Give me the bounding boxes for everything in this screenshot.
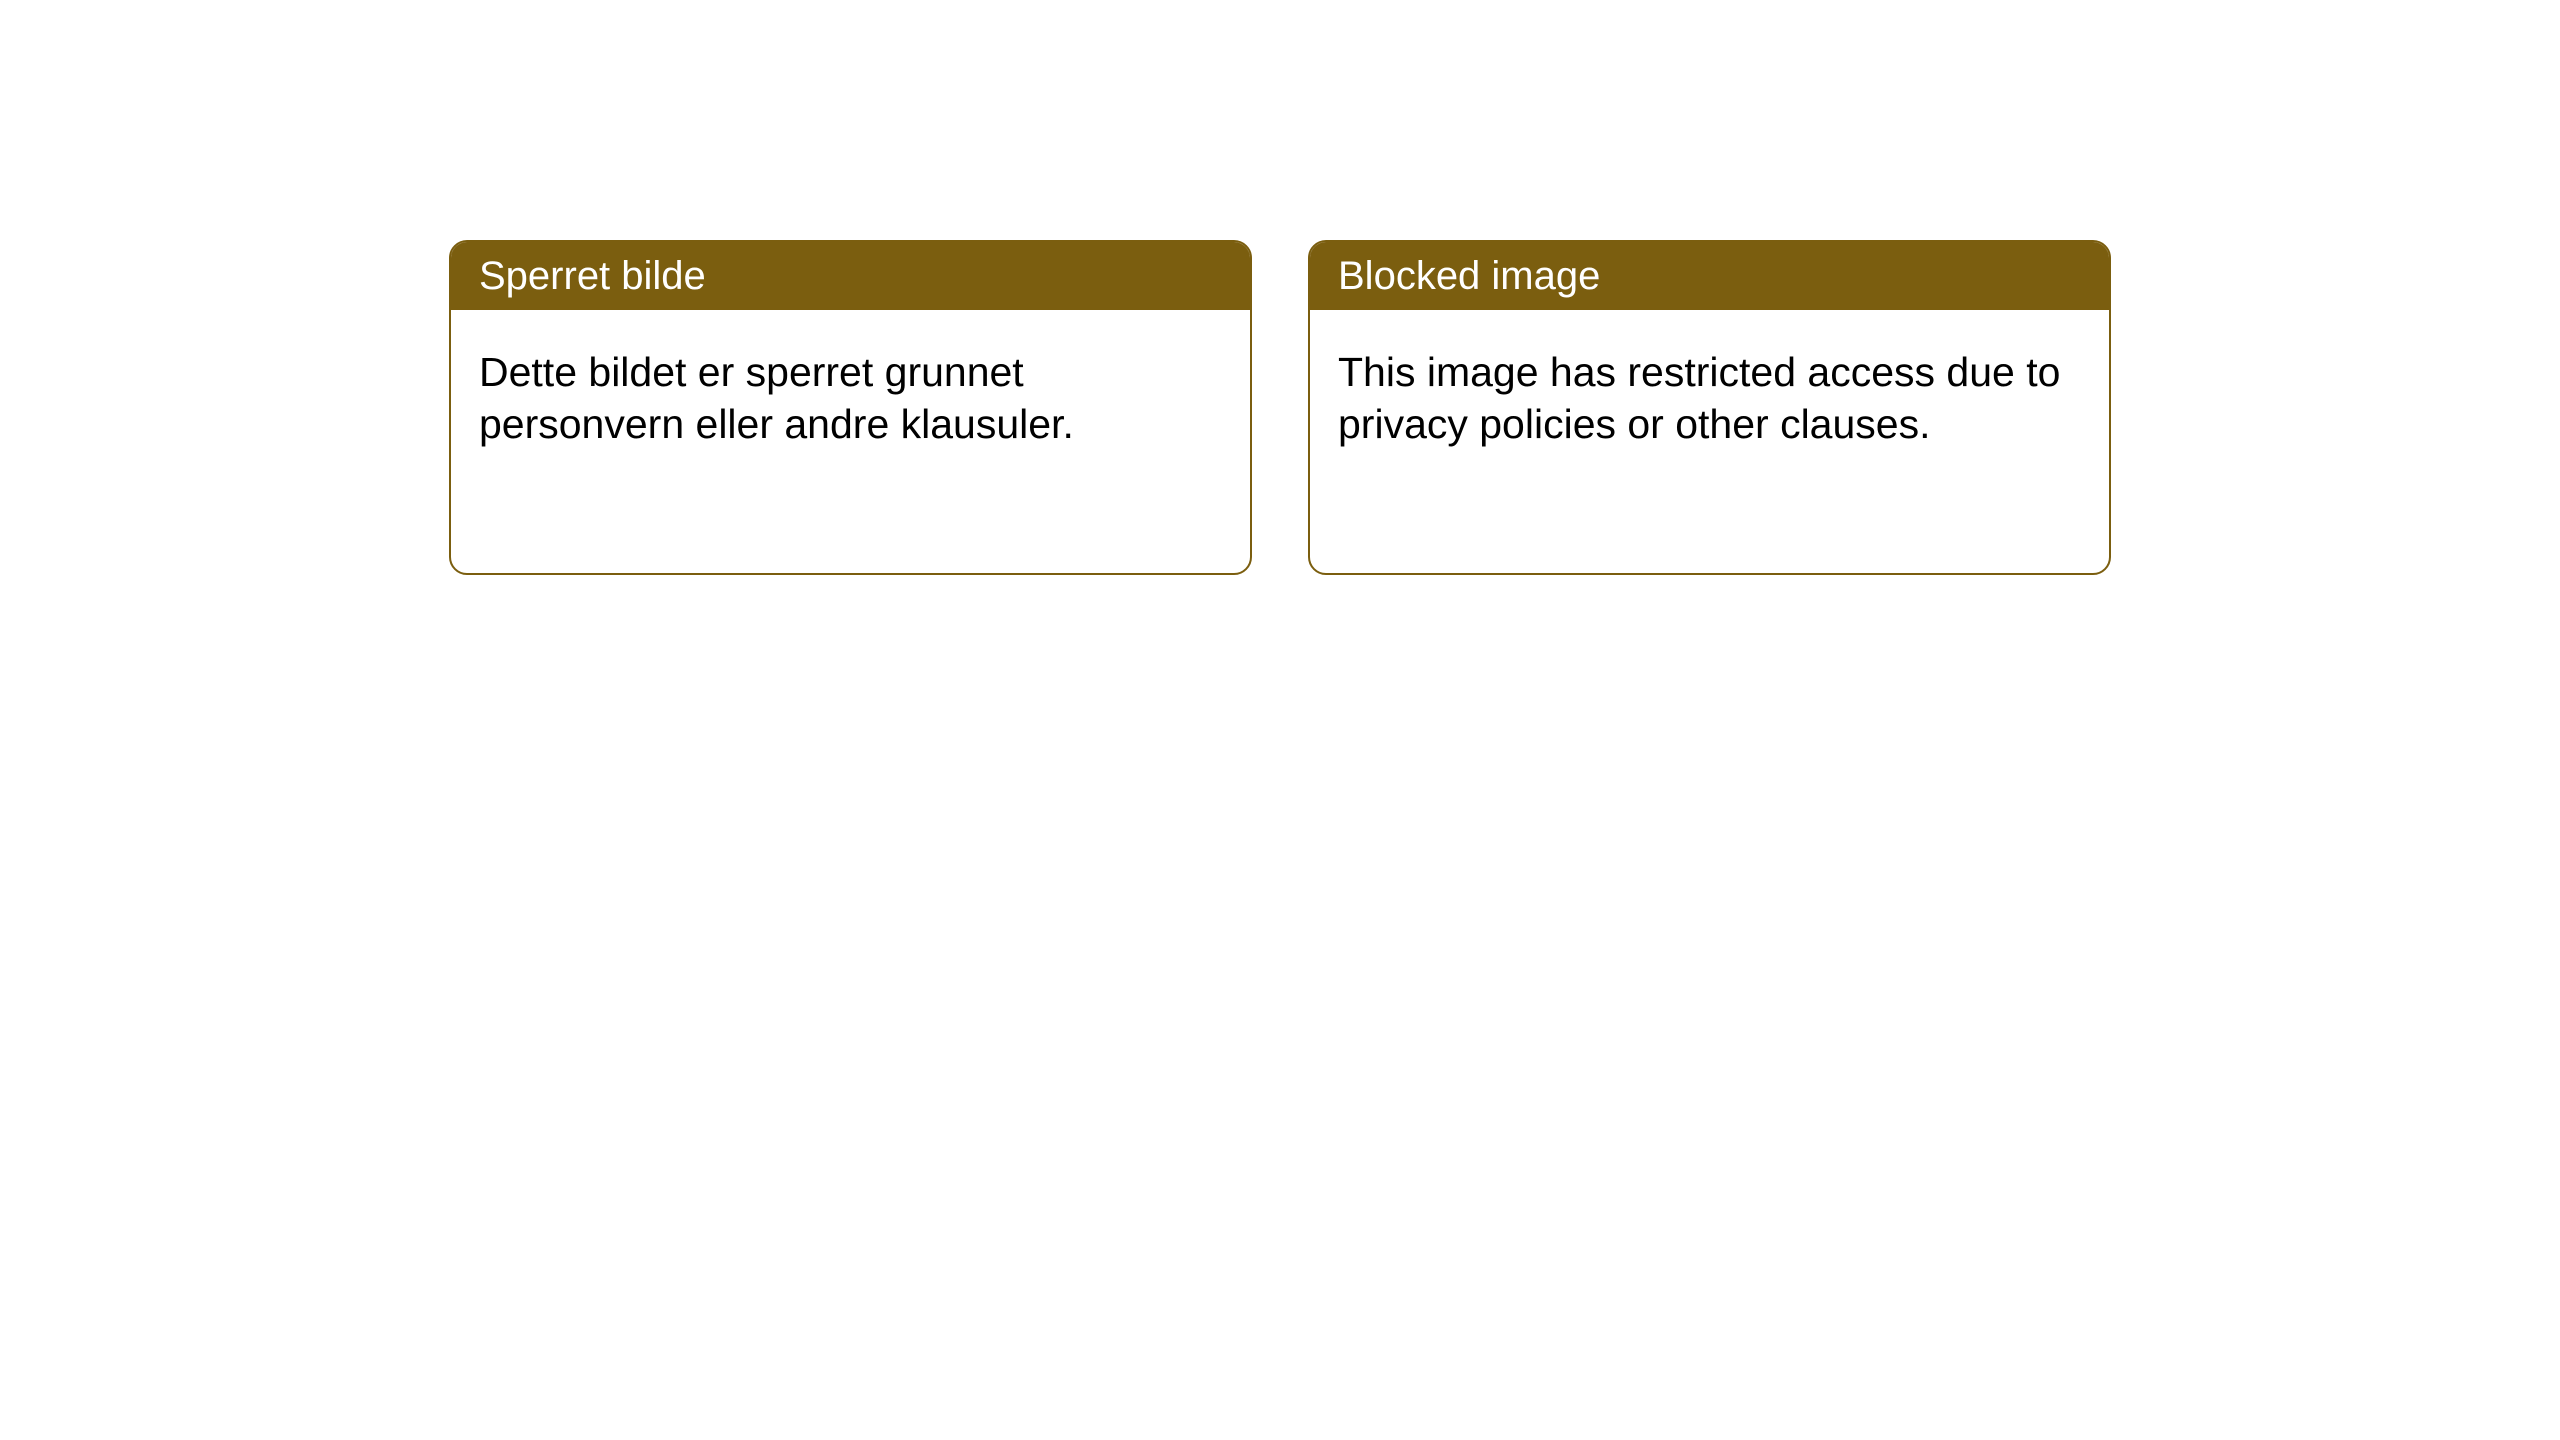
notice-card-norwegian: Sperret bilde Dette bildet er sperret gr… — [449, 240, 1252, 575]
card-header: Sperret bilde — [451, 242, 1250, 310]
notice-card-english: Blocked image This image has restricted … — [1308, 240, 2111, 575]
card-header: Blocked image — [1310, 242, 2109, 310]
card-body: Dette bildet er sperret grunnet personve… — [451, 310, 1250, 486]
notice-cards-container: Sperret bilde Dette bildet er sperret gr… — [0, 0, 2560, 575]
card-body: This image has restricted access due to … — [1310, 310, 2109, 486]
